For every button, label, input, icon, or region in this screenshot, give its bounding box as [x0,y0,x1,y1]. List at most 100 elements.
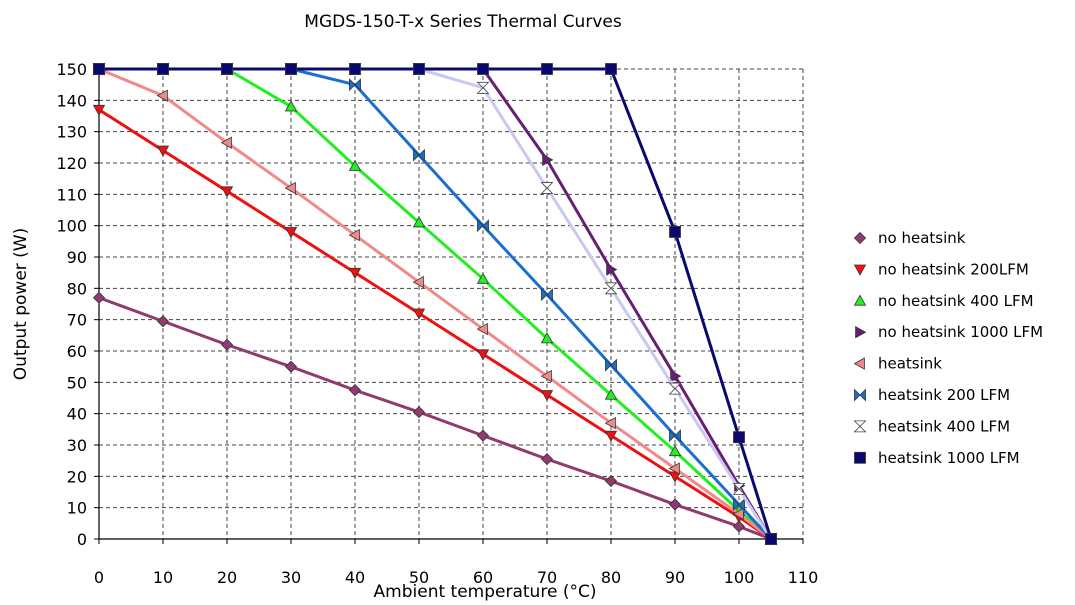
data-point [220,338,234,351]
data-point [156,145,170,157]
legend-label: heatsink [878,355,942,373]
data-point [733,431,745,444]
y-tick-label: 80 [67,279,87,298]
data-point [284,181,296,195]
series-7 [93,63,777,545]
data-point [156,315,170,328]
x-tick-label: 30 [281,568,301,587]
y-tick-label: 90 [67,248,87,267]
x-axis-label: Ambient temperature (°C) [374,582,597,602]
data-point [542,153,554,167]
legend-item: no heatsink [853,229,966,247]
data-point [765,533,777,545]
data-point [540,453,554,466]
y-tick-label: 40 [67,405,87,424]
legend-item: no heatsink 1000 LFM [855,323,1043,341]
data-point [604,282,618,295]
legend-label: heatsink 400 LFM [878,417,1010,435]
data-point [157,63,169,75]
legend-marker [853,264,867,276]
series-line [98,108,772,541]
data-point [540,182,554,194]
x-tick-label: 0 [94,568,104,587]
data-point [348,228,360,242]
legend-item: heatsink 1000 LFM [854,449,1020,467]
y-tick-label: 100 [56,217,87,236]
legend-label: no heatsink 400 LFM [878,292,1034,310]
y-tick-label: 10 [67,499,87,518]
y-tick-label: 20 [67,467,87,486]
x-tick-label: 20 [217,568,237,587]
data-point [412,308,426,320]
data-point [732,482,746,495]
legend-marker [854,451,866,464]
data-point [605,63,617,75]
data-point [668,498,682,511]
y-tick-label: 70 [67,311,87,330]
x-tick-label: 100 [724,568,755,587]
legend-item: heatsink 400 LFM [853,417,1010,435]
data-point [668,444,682,457]
series-1 [92,104,778,546]
data-point [413,63,425,75]
series-line [98,296,772,541]
data-point [412,406,426,419]
data-point [220,136,232,149]
data-point [349,78,361,92]
data-point [477,63,489,75]
x-tick-label: 90 [665,568,685,587]
legend-item: no heatsink 400 LFM [853,292,1034,310]
data-point [220,186,234,198]
y-tick-label: 110 [56,185,87,204]
y-axis-tick-labels: 0 10 20 30 40 50 60 70 80 90 100 110 120 130 140 150 [56,60,99,549]
legend-label: heatsink 1000 LFM [878,449,1020,467]
data-point [412,216,426,228]
data-point [541,63,553,75]
data-point [732,507,744,521]
grid-lines [99,68,804,539]
data-point [92,104,106,117]
data-point [604,416,616,430]
data-point [476,272,490,284]
data-point [540,390,554,402]
y-tick-label: 150 [56,60,87,79]
data-point [285,63,297,75]
data-point [476,429,490,442]
y-tick-label: 60 [67,342,87,361]
legend-item: no heatsink 200LFM [853,260,1029,278]
y-tick-label: 50 [67,373,87,392]
data-point [93,63,105,75]
data-point [669,429,681,443]
data-point [284,100,298,112]
data-point [477,219,489,233]
x-tick-label: 10 [153,568,173,587]
legend-marker [853,420,867,433]
legend: no heatsink no heatsink 200LFM no heatsink… [853,229,1043,467]
y-tick-label: 130 [56,123,87,142]
x-tick-label: 50 [409,568,429,587]
legend-marker [853,294,867,306]
data-point [284,227,298,239]
data-point [541,288,553,302]
chart-title: MGDS-150-T-x Series Thermal Curves [304,12,622,32]
data-point [669,226,681,238]
legend-item: heatsink 200 LFM [854,386,1010,404]
data-point [348,384,362,397]
data-point [540,332,554,344]
data-point [604,474,618,488]
data-point [605,358,617,372]
data-point [668,462,680,475]
data-point [604,430,618,442]
data-point [156,89,168,102]
series-0 [92,291,778,546]
legend-marker [853,231,867,245]
data-point [348,267,362,279]
series-line [99,67,773,540]
y-tick-label: 120 [56,154,87,173]
data-point [606,263,618,276]
data-point [348,159,362,171]
x-tick-label: 60 [473,568,493,587]
legend-label: no heatsink 1000 LFM [878,323,1043,341]
legend-item: heatsink [853,355,942,373]
